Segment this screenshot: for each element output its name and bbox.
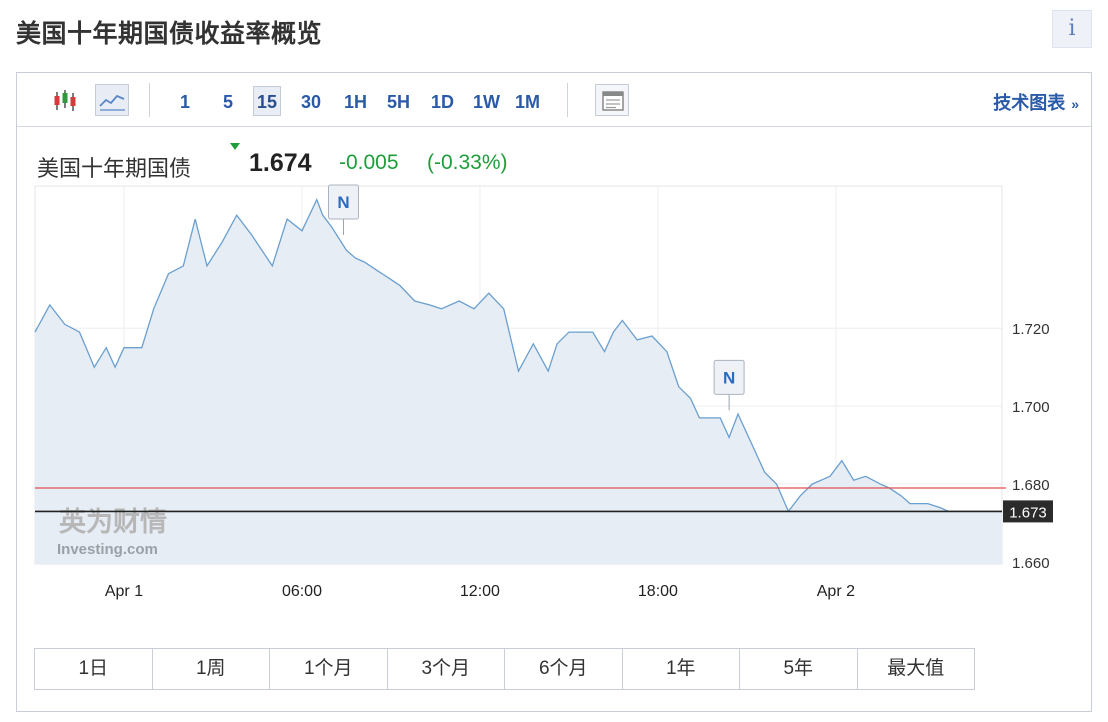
range-max[interactable]: 最大值 <box>887 658 945 679</box>
x-tick-label: Apr 1 <box>105 583 143 600</box>
y-tick-label: 1.720 <box>1012 321 1050 338</box>
x-tick-label: 06:00 <box>282 583 322 600</box>
range-1w[interactable]: 1周 <box>153 649 270 689</box>
range-5y[interactable]: 5年 <box>740 649 858 689</box>
range-1d[interactable]: 1日 <box>35 649 153 689</box>
last-value-box <box>1003 500 1053 523</box>
last-value-tag: 1.673 <box>1003 500 1053 523</box>
x-tick-label: Apr 2 <box>817 583 855 600</box>
last-price: 1.674 <box>249 149 312 177</box>
x-axis: Apr 1 06:00 12:00 18:00 Apr 2 <box>105 583 855 600</box>
news-marker-label: N <box>337 193 349 212</box>
chart-toolbar: 1 5 15 30 1H 5H 1D 1W 1M 技术图表 » <box>17 73 1091 127</box>
double-chevron-right-icon: » <box>1071 96 1079 112</box>
timeframe-1d[interactable]: 1D <box>431 92 455 112</box>
x-tick-label: 12:00 <box>460 583 500 600</box>
chart-panel: 1 5 15 30 1H 5H 1D 1W 1M 技术图表 » 美国十年期国债 1… <box>16 72 1092 712</box>
toolbar-divider <box>149 83 150 117</box>
y-tick-label: 1.700 <box>1012 399 1050 416</box>
price-change: -0.005 <box>339 151 399 174</box>
news-marker-box <box>713 359 745 395</box>
timeframe-15[interactable]: 15 <box>253 86 282 116</box>
toolbar-divider <box>567 83 568 117</box>
y-tick-label: 1.680 <box>1012 477 1050 494</box>
tech-chart-label: 技术图表 <box>993 93 1066 113</box>
news-marker: N <box>713 359 745 411</box>
y-axis: 1.660 1.680 1.700 1.720 <box>1012 321 1050 572</box>
range-1mo[interactable]: 1个月 <box>270 649 388 689</box>
timeframe-1h[interactable]: 1H <box>344 92 368 112</box>
timeframe-1[interactable]: 1 <box>179 92 190 112</box>
watermark: 英为财情 Investing.com <box>57 507 167 558</box>
watermark-en: Investing.com <box>57 541 158 558</box>
timeframe-30[interactable]: 30 <box>301 92 322 112</box>
news-markers: NN <box>327 184 745 411</box>
price-line <box>34 197 1002 513</box>
news-marker-label: N <box>723 368 735 387</box>
instrument-name: 美国十年期国债 <box>37 156 192 181</box>
timeframe-5h[interactable]: 5H <box>387 92 411 112</box>
range-1y[interactable]: 1年 <box>623 649 740 689</box>
tech-chart-link[interactable]: 技术图表 » <box>993 89 1079 115</box>
info-button[interactable]: i <box>1052 10 1092 48</box>
range-3mo[interactable]: 3个月 <box>388 649 505 689</box>
range-selector: 1日 1周 1个月 3个月 6个月 1年 5年 最大值 <box>34 648 975 690</box>
page-title: 美国十年期国债收益率概览 <box>16 20 323 48</box>
news-marker: N <box>327 184 359 235</box>
timeframe-1w[interactable]: 1W <box>473 92 500 112</box>
range-6mo[interactable]: 6个月 <box>505 649 623 689</box>
price-area <box>35 199 1002 564</box>
timeframe-5[interactable]: 5 <box>222 92 233 112</box>
line-chart-icon[interactable] <box>95 84 129 116</box>
price-change-pct: (-0.33%) <box>427 151 508 174</box>
calendar-icon[interactable] <box>595 84 629 116</box>
news-marker-box <box>327 184 359 220</box>
price-tick-icon <box>230 143 240 150</box>
timeframe-1m[interactable]: 1M <box>515 92 541 112</box>
last-value-label: 1.673 <box>1009 504 1047 521</box>
candlestick-icon[interactable] <box>47 84 81 116</box>
y-tick-label: 1.660 <box>1012 555 1050 572</box>
x-tick-label: 18:00 <box>638 583 678 600</box>
price-chart[interactable]: 英为财情 Investing.com NN 1.6601.6801.7001.7… <box>17 73 1091 633</box>
